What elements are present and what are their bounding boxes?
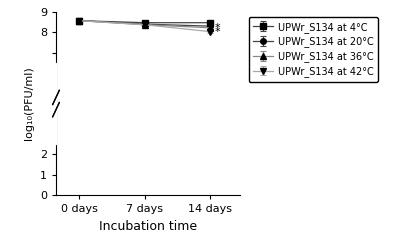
Bar (56, 63, 240, 144)
Text: *: * (215, 23, 221, 33)
Legend: UPWr_S134 at 4°C, UPWr_S134 at 20°C, UPWr_S134 at 36°C, UPWr_S134 at 42°C: UPWr_S134 at 4°C, UPWr_S134 at 20°C, UPW… (248, 17, 378, 82)
Y-axis label: log₁₀(PFU/ml): log₁₀(PFU/ml) (24, 67, 34, 140)
Bar (49, 63, 56, 144)
X-axis label: Incubation time: Incubation time (99, 220, 197, 233)
Text: *: * (215, 27, 221, 37)
